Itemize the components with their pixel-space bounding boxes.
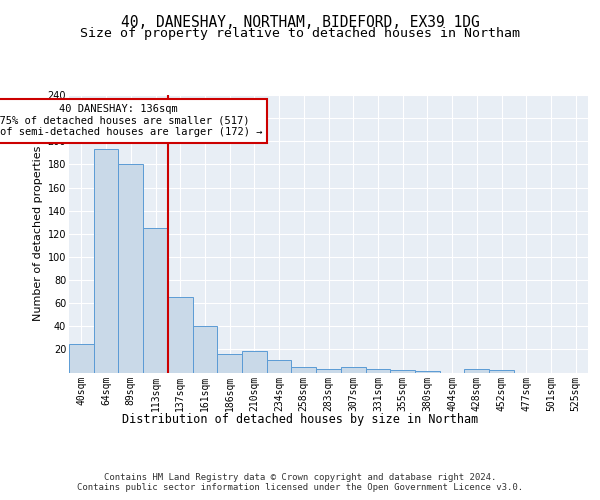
Text: Size of property relative to detached houses in Northam: Size of property relative to detached ho… — [80, 28, 520, 40]
Bar — [390, 370, 415, 372]
Text: 40 DANESHAY: 136sqm
← 75% of detached houses are smaller (517)
25% of semi-detac: 40 DANESHAY: 136sqm ← 75% of detached ho… — [0, 104, 262, 138]
Text: Distribution of detached houses by size in Northam: Distribution of detached houses by size … — [122, 412, 478, 426]
Bar — [489, 370, 514, 372]
Bar — [168, 298, 193, 372]
Bar — [267, 360, 292, 372]
Bar — [217, 354, 242, 372]
Y-axis label: Number of detached properties: Number of detached properties — [34, 146, 43, 322]
Text: Contains HM Land Registry data © Crown copyright and database right 2024.
Contai: Contains HM Land Registry data © Crown c… — [77, 472, 523, 492]
Bar — [365, 369, 390, 372]
Bar — [94, 150, 118, 372]
Bar — [69, 344, 94, 372]
Bar — [464, 369, 489, 372]
Bar — [316, 369, 341, 372]
Bar — [118, 164, 143, 372]
Bar — [341, 366, 365, 372]
Text: 40, DANESHAY, NORTHAM, BIDEFORD, EX39 1DG: 40, DANESHAY, NORTHAM, BIDEFORD, EX39 1D… — [121, 15, 479, 30]
Bar — [143, 228, 168, 372]
Bar — [292, 366, 316, 372]
Bar — [193, 326, 217, 372]
Bar — [242, 350, 267, 372]
